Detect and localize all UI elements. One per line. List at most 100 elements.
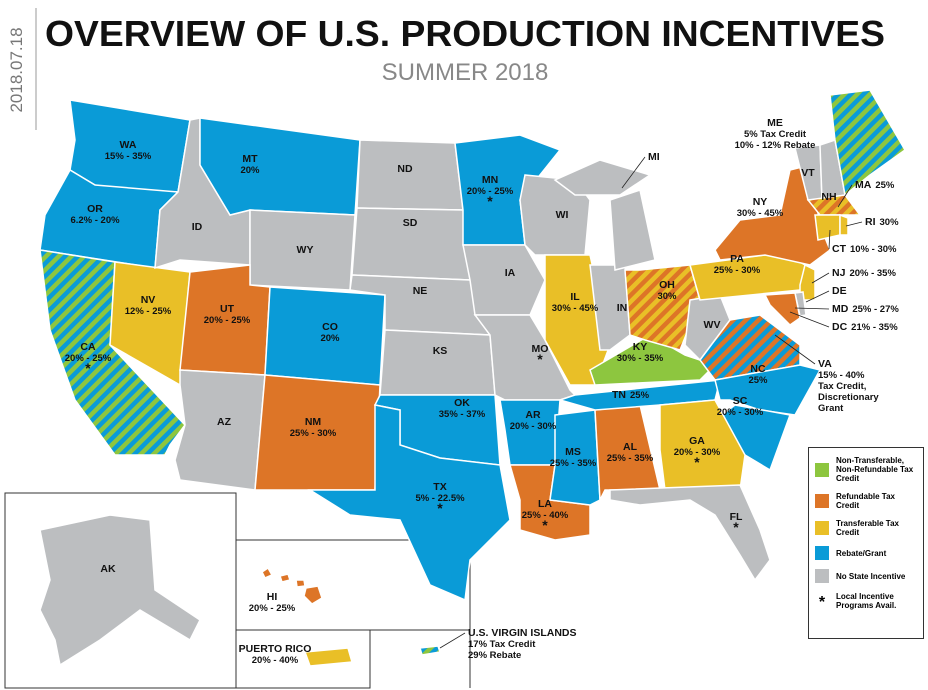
- state-detail: 30% - 45%: [737, 208, 784, 219]
- state-label: TX 5% - 22.5% *: [415, 481, 465, 516]
- state-label: DC 21% - 35%: [832, 321, 898, 333]
- state-abbr: NY: [753, 196, 768, 208]
- state-shape: [462, 244, 546, 316]
- state-label: AK: [100, 563, 116, 575]
- state-abbr: GA: [689, 435, 705, 447]
- state-label: FL *: [730, 511, 743, 535]
- state-detail: 20% - 25%: [467, 186, 514, 197]
- state-label: MN 20% - 25% *: [467, 174, 514, 209]
- state-label: MT 20%: [240, 153, 260, 176]
- state-label: ID: [192, 221, 203, 233]
- legend-label: Transferable Tax Credit: [836, 519, 899, 537]
- state-label: NE: [413, 285, 428, 297]
- state: [462, 244, 546, 316]
- legend-item: * Local Incentive Programs Avail.: [815, 592, 917, 611]
- legend-label: Non-Transferable, Non-Refundable Tax Cre…: [836, 456, 914, 483]
- state: [379, 329, 496, 396]
- state-label: TN 25%: [612, 389, 650, 401]
- state: [174, 369, 266, 491]
- state-detail: Discretionary: [818, 392, 879, 403]
- state-detail: 25% - 30%: [290, 428, 337, 439]
- state-label: IN: [617, 302, 628, 314]
- state: [763, 292, 801, 326]
- state-detail: 30%: [657, 291, 677, 302]
- legend-symbol: *: [818, 594, 826, 611]
- state-label: RI 30%: [865, 216, 899, 228]
- subtitle: SUMMER 2018: [382, 59, 549, 86]
- state-detail: 20% - 25%: [65, 353, 112, 364]
- leader-line: [837, 184, 853, 208]
- state-detail: 25% - 35%: [550, 458, 597, 469]
- state-label: OR 6.2% - 20%: [70, 203, 120, 226]
- state-shape: [356, 139, 464, 211]
- state-detail: 25%: [748, 375, 768, 386]
- state-label: HI 20% - 25%: [249, 591, 296, 614]
- state-shape: [379, 329, 496, 396]
- state-label: WV: [704, 319, 721, 331]
- state-shape: [839, 213, 849, 236]
- state-abbr: CA: [80, 341, 96, 353]
- state-detail: 20% - 30%: [717, 407, 764, 418]
- state-detail: 20%: [240, 165, 260, 176]
- state-abbr: AL: [623, 441, 638, 453]
- state-label: U.S. VIRGIN ISLANDS 17% Tax Credit 29% Reb…: [468, 627, 577, 661]
- state-detail: 25% - 27%: [852, 304, 899, 315]
- state-abbr: ND: [397, 163, 413, 175]
- state-abbr: AZ: [217, 416, 232, 428]
- state-label: NC 25%: [748, 363, 768, 386]
- state-shape: [295, 579, 306, 588]
- state-label: OK 35% - 37%: [439, 397, 486, 420]
- state-label: CA 20% - 25% *: [65, 341, 112, 376]
- state-detail: 20% - 30%: [674, 447, 721, 458]
- local-marker: *: [733, 519, 739, 535]
- state-shape: [303, 585, 323, 605]
- state-label: PUERTO RICO 20% - 40%: [239, 643, 312, 666]
- state-label: ND: [397, 163, 413, 175]
- state-label: OH 30%: [657, 279, 677, 302]
- state-abbr: RI: [865, 216, 876, 228]
- state-label: AZ: [217, 416, 232, 428]
- state: [39, 514, 201, 667]
- state-detail: 15% - 35%: [105, 151, 152, 162]
- local-marker: *: [694, 454, 700, 470]
- state: [829, 89, 906, 197]
- state-label: NJ 20% - 35%: [832, 267, 896, 279]
- state-detail: 20% - 25%: [249, 603, 296, 614]
- state-label: WA 15% - 35%: [105, 139, 152, 162]
- state-detail: 6.2% - 20%: [70, 215, 120, 226]
- state-abbr: MT: [242, 153, 258, 165]
- state-detail: 20% - 40%: [252, 655, 299, 666]
- leader-line: [794, 307, 830, 310]
- state-detail: 30%: [880, 217, 900, 228]
- state-detail: 30% - 45%: [552, 303, 599, 314]
- state-detail: 10% - 12% Rebate: [735, 140, 816, 151]
- state-detail: 5% Tax Credit: [744, 129, 807, 140]
- state-detail: 5% - 22.5%: [415, 493, 465, 504]
- state-label: VT: [801, 167, 815, 179]
- state-abbr: SD: [403, 217, 418, 229]
- state-detail: 25% - 40%: [522, 510, 569, 521]
- state-shape: [174, 369, 266, 491]
- state-detail: 10% - 30%: [850, 244, 897, 255]
- state-label: SD: [403, 217, 418, 229]
- state-abbr: MI: [648, 151, 660, 163]
- legend-swatch: [815, 569, 829, 583]
- legend-label: Refundable Tax Credit: [836, 492, 895, 510]
- state-detail: 29% Rebate: [468, 650, 521, 661]
- state: [806, 194, 862, 216]
- state-label: SC 20% - 30%: [717, 395, 764, 418]
- state-shape: [829, 89, 906, 197]
- legend-swatch: [815, 494, 829, 508]
- leader-line: [439, 632, 466, 649]
- state-label: GA 20% - 30% *: [674, 435, 721, 470]
- state: [307, 404, 511, 602]
- state-label: CO 20%: [320, 321, 340, 344]
- state-label: NY 30% - 45%: [737, 196, 784, 219]
- state-abbr: PUERTO RICO: [239, 643, 312, 655]
- state-abbr: NJ: [832, 267, 846, 279]
- local-marker: *: [537, 351, 543, 367]
- state-abbr: CO: [322, 321, 338, 333]
- state-abbr: VA: [818, 358, 832, 370]
